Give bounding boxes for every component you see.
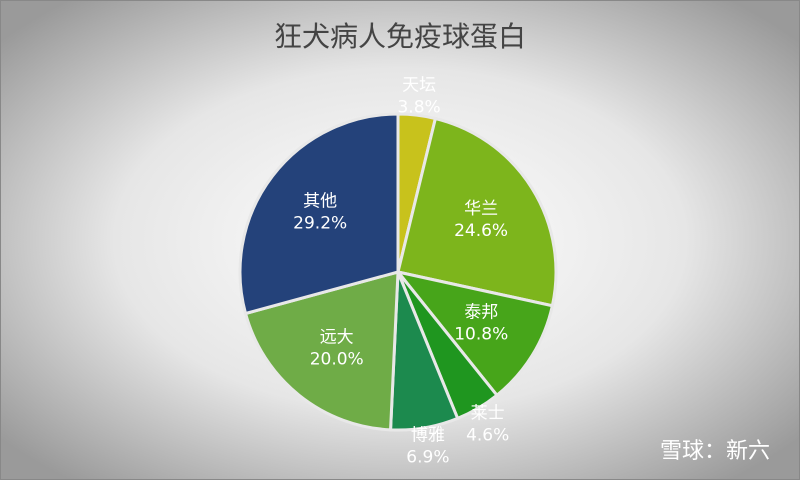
pie-slice	[238, 112, 400, 316]
slice-value-label: 3.8%	[397, 97, 440, 117]
slice-label: 泰邦	[464, 303, 498, 323]
pie-slice	[394, 269, 555, 398]
slice-value-label: 29.2%	[293, 214, 347, 234]
pie-slice	[396, 116, 558, 308]
pie-slice	[243, 270, 400, 432]
slice-value-label: 4.6%	[466, 426, 509, 446]
slice-value-label: 10.8%	[454, 325, 508, 345]
slice-label: 其他	[303, 192, 337, 212]
watermark: 雪球：新六	[660, 439, 770, 464]
slice-label: 天坛	[402, 75, 436, 95]
slice-value-label: 20.0%	[310, 349, 364, 369]
slice-label: 远大	[320, 327, 354, 347]
chart-title: 狂犬病人免疫球蛋白	[274, 20, 526, 53]
slice-label: 博雅	[411, 425, 445, 445]
slice-value-label: 24.6%	[454, 221, 508, 241]
slice-label: 华兰	[464, 199, 498, 219]
slice-value-label: 6.9%	[406, 447, 449, 467]
slice-label: 莱士	[471, 404, 505, 424]
